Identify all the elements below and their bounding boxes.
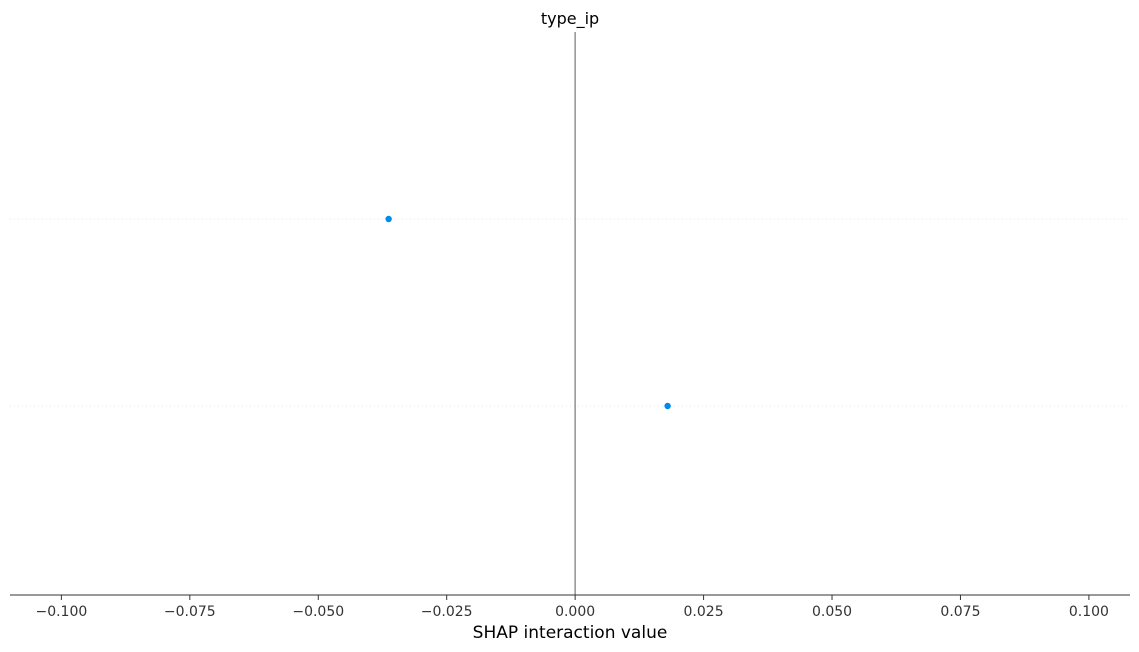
- x-tick-label: −0.075: [164, 604, 216, 620]
- x-tick-label: −0.050: [292, 604, 344, 620]
- data-points: [385, 215, 671, 410]
- row-grid: [10, 218, 1130, 407]
- x-tick-label: 0.050: [812, 604, 852, 620]
- x-tick-label: −0.100: [35, 604, 87, 620]
- data-point: [664, 402, 671, 410]
- x-axis-label: SHAP interaction value: [473, 623, 668, 643]
- x-ticks: −0.100 −0.075 −0.050 −0.025 0.000 0.025 0.050 0…: [35, 595, 1109, 620]
- x-tick-label: 0.100: [1069, 604, 1109, 620]
- x-tick-label: 0.025: [684, 604, 724, 620]
- chart-title: type_ip: [541, 9, 599, 29]
- x-tick-label: 0.000: [555, 604, 595, 620]
- data-point: [385, 215, 392, 223]
- x-tick-label: 0.075: [940, 604, 980, 620]
- x-tick-label: −0.025: [421, 604, 473, 620]
